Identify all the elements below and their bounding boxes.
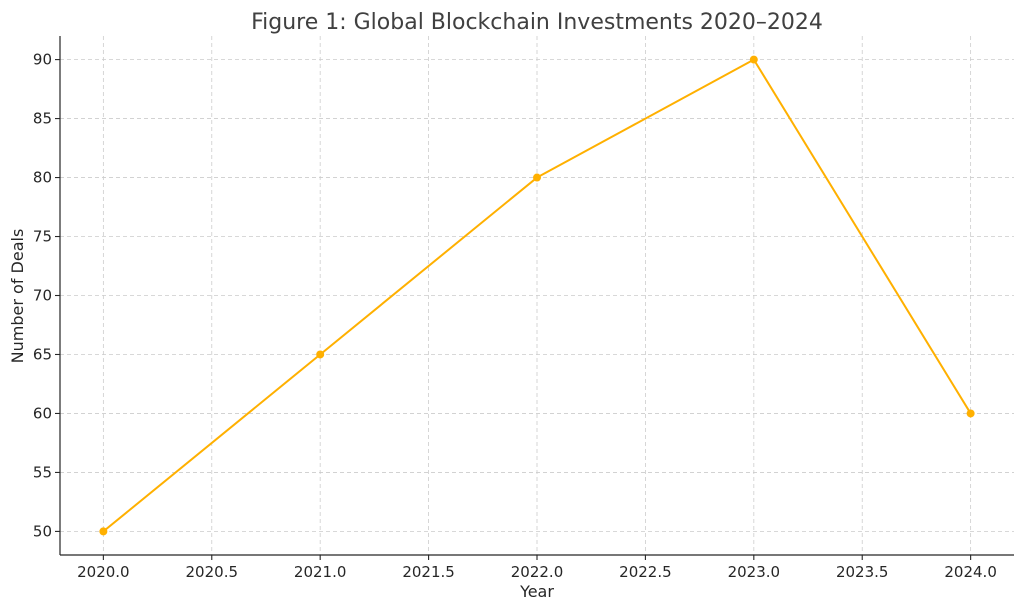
x-tick-label: 2021.5 bbox=[402, 563, 455, 581]
x-axis-label: Year bbox=[519, 582, 554, 601]
y-tick-label: 75 bbox=[33, 228, 52, 246]
y-tick-label: 60 bbox=[33, 404, 52, 422]
chart-title: Figure 1: Global Blockchain Investments … bbox=[251, 10, 823, 35]
y-tick-label: 65 bbox=[33, 345, 52, 363]
series-layer bbox=[99, 55, 975, 536]
x-tick-label: 2021.0 bbox=[294, 563, 347, 581]
x-tick-label: 2022.0 bbox=[511, 563, 564, 581]
y-tick-label: 80 bbox=[33, 169, 52, 187]
y-tick-label: 55 bbox=[33, 463, 52, 481]
grid-lines bbox=[60, 36, 1014, 555]
y-tick-label: 50 bbox=[33, 522, 52, 540]
x-tick-label: 2020.0 bbox=[77, 563, 130, 581]
y-axis-label: Number of Deals bbox=[8, 229, 27, 364]
y-tick-label: 70 bbox=[33, 287, 52, 305]
data-point bbox=[316, 350, 325, 359]
x-axis-ticks: 2020.0 2020.5 2021.0 2021.5 2022.0 2022.5 2023… bbox=[77, 555, 997, 581]
data-point bbox=[533, 173, 541, 182]
x-tick-label: 2023.0 bbox=[728, 563, 781, 581]
x-tick-label: 2024.0 bbox=[944, 563, 997, 581]
y-tick-label: 90 bbox=[33, 51, 52, 69]
x-tick-label: 2023.5 bbox=[836, 563, 889, 581]
data-point bbox=[99, 527, 108, 536]
x-tick-label: 2020.5 bbox=[186, 563, 239, 581]
data-point bbox=[966, 409, 975, 418]
y-tick-label: 85 bbox=[33, 110, 52, 128]
y-axis-ticks: 50 55 60 65 70 75 80 85 90 bbox=[33, 51, 60, 540]
x-tick-label: 2022.5 bbox=[619, 563, 672, 581]
data-point bbox=[749, 55, 758, 64]
